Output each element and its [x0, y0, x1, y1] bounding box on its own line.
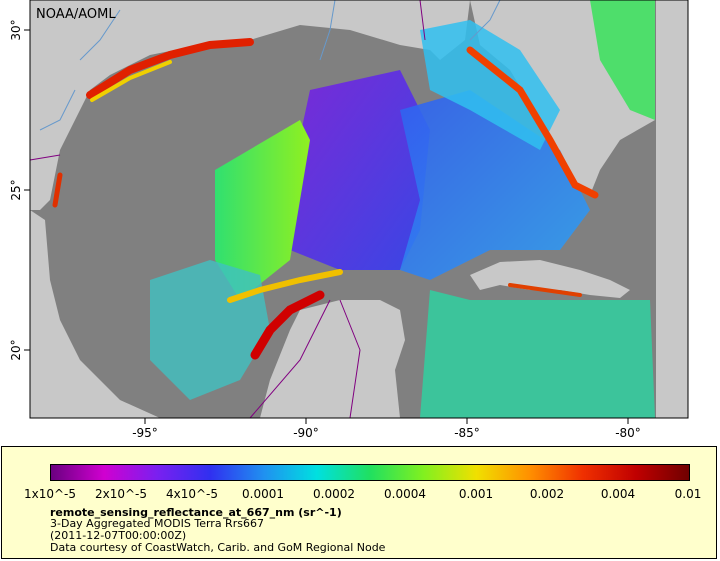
variable-name: remote_sensing_reflectance_at_667_nm (sr… — [50, 506, 342, 519]
rivers — [39, 0, 501, 131]
swath-west-green — [215, 120, 310, 300]
political-borders — [29, 0, 426, 419]
land-mexico-west — [30, 210, 160, 418]
swath-ne-cyan — [420, 20, 560, 150]
map-frame: -95° -90° -85° -80° 30° 25° 20° NOAA/AOM… — [0, 0, 720, 446]
lat-tick-label: 30° — [9, 19, 23, 40]
land-north — [30, 0, 470, 210]
colorbar-tick-label: 0.01 — [674, 487, 702, 501]
lon-tick-label: -80° — [615, 426, 641, 440]
swath-atlantic — [590, 0, 655, 120]
colorbar-tick-label: 0.004 — [600, 487, 636, 501]
colorbar-tick-label: 0.0002 — [313, 487, 355, 501]
land-yucatan — [260, 300, 405, 418]
swath-central-purple — [290, 70, 430, 270]
land-east-strip — [656, 0, 688, 418]
dataset-subtitle: 3-Day Aggregated MODIS Terra Rrs667 — [50, 517, 264, 530]
colorbar-tick-label: 0.0001 — [242, 487, 284, 501]
map-credit-label: NOAA/AOML — [36, 7, 116, 22]
axis-ticks — [24, 29, 629, 424]
legend-panel: 1x10^-5 2x10^-5 4x10^-5 0.0001 0.0002 0.… — [1, 446, 717, 559]
swath-east-blue — [400, 90, 590, 280]
lat-tick-label: 20° — [9, 339, 23, 360]
colorbar-tick-label: 1x10^-5 — [23, 487, 77, 501]
coastal-high-reflectance — [52, 38, 599, 360]
dataset-time: (2011-12-07T00:00:00Z) — [50, 529, 187, 542]
colorbar-tick-label: 4x10^-5 — [165, 487, 219, 501]
swath-caribbean — [420, 290, 655, 418]
map-canvas[interactable]: -95° -90° -85° -80° 30° 25° 20° NOAA/AOM… — [0, 0, 720, 446]
colorbar-tick-label: 0.002 — [529, 487, 565, 501]
colorbar-tick-label: 2x10^-5 — [94, 487, 148, 501]
colorbar-tick-label: 0.0004 — [384, 487, 426, 501]
data-credit: Data courtesy of CoastWatch, Carib. and … — [50, 541, 386, 554]
lon-tick-label: -90° — [293, 426, 319, 440]
land-cuba — [470, 260, 630, 298]
lon-tick-label: -85° — [454, 426, 480, 440]
colorbar-tick-label: 0.001 — [458, 487, 494, 501]
colorbar — [50, 464, 690, 481]
lat-tick-label: 25° — [9, 179, 23, 200]
map-border — [29, 0, 689, 419]
lon-tick-label: -95° — [132, 426, 158, 440]
